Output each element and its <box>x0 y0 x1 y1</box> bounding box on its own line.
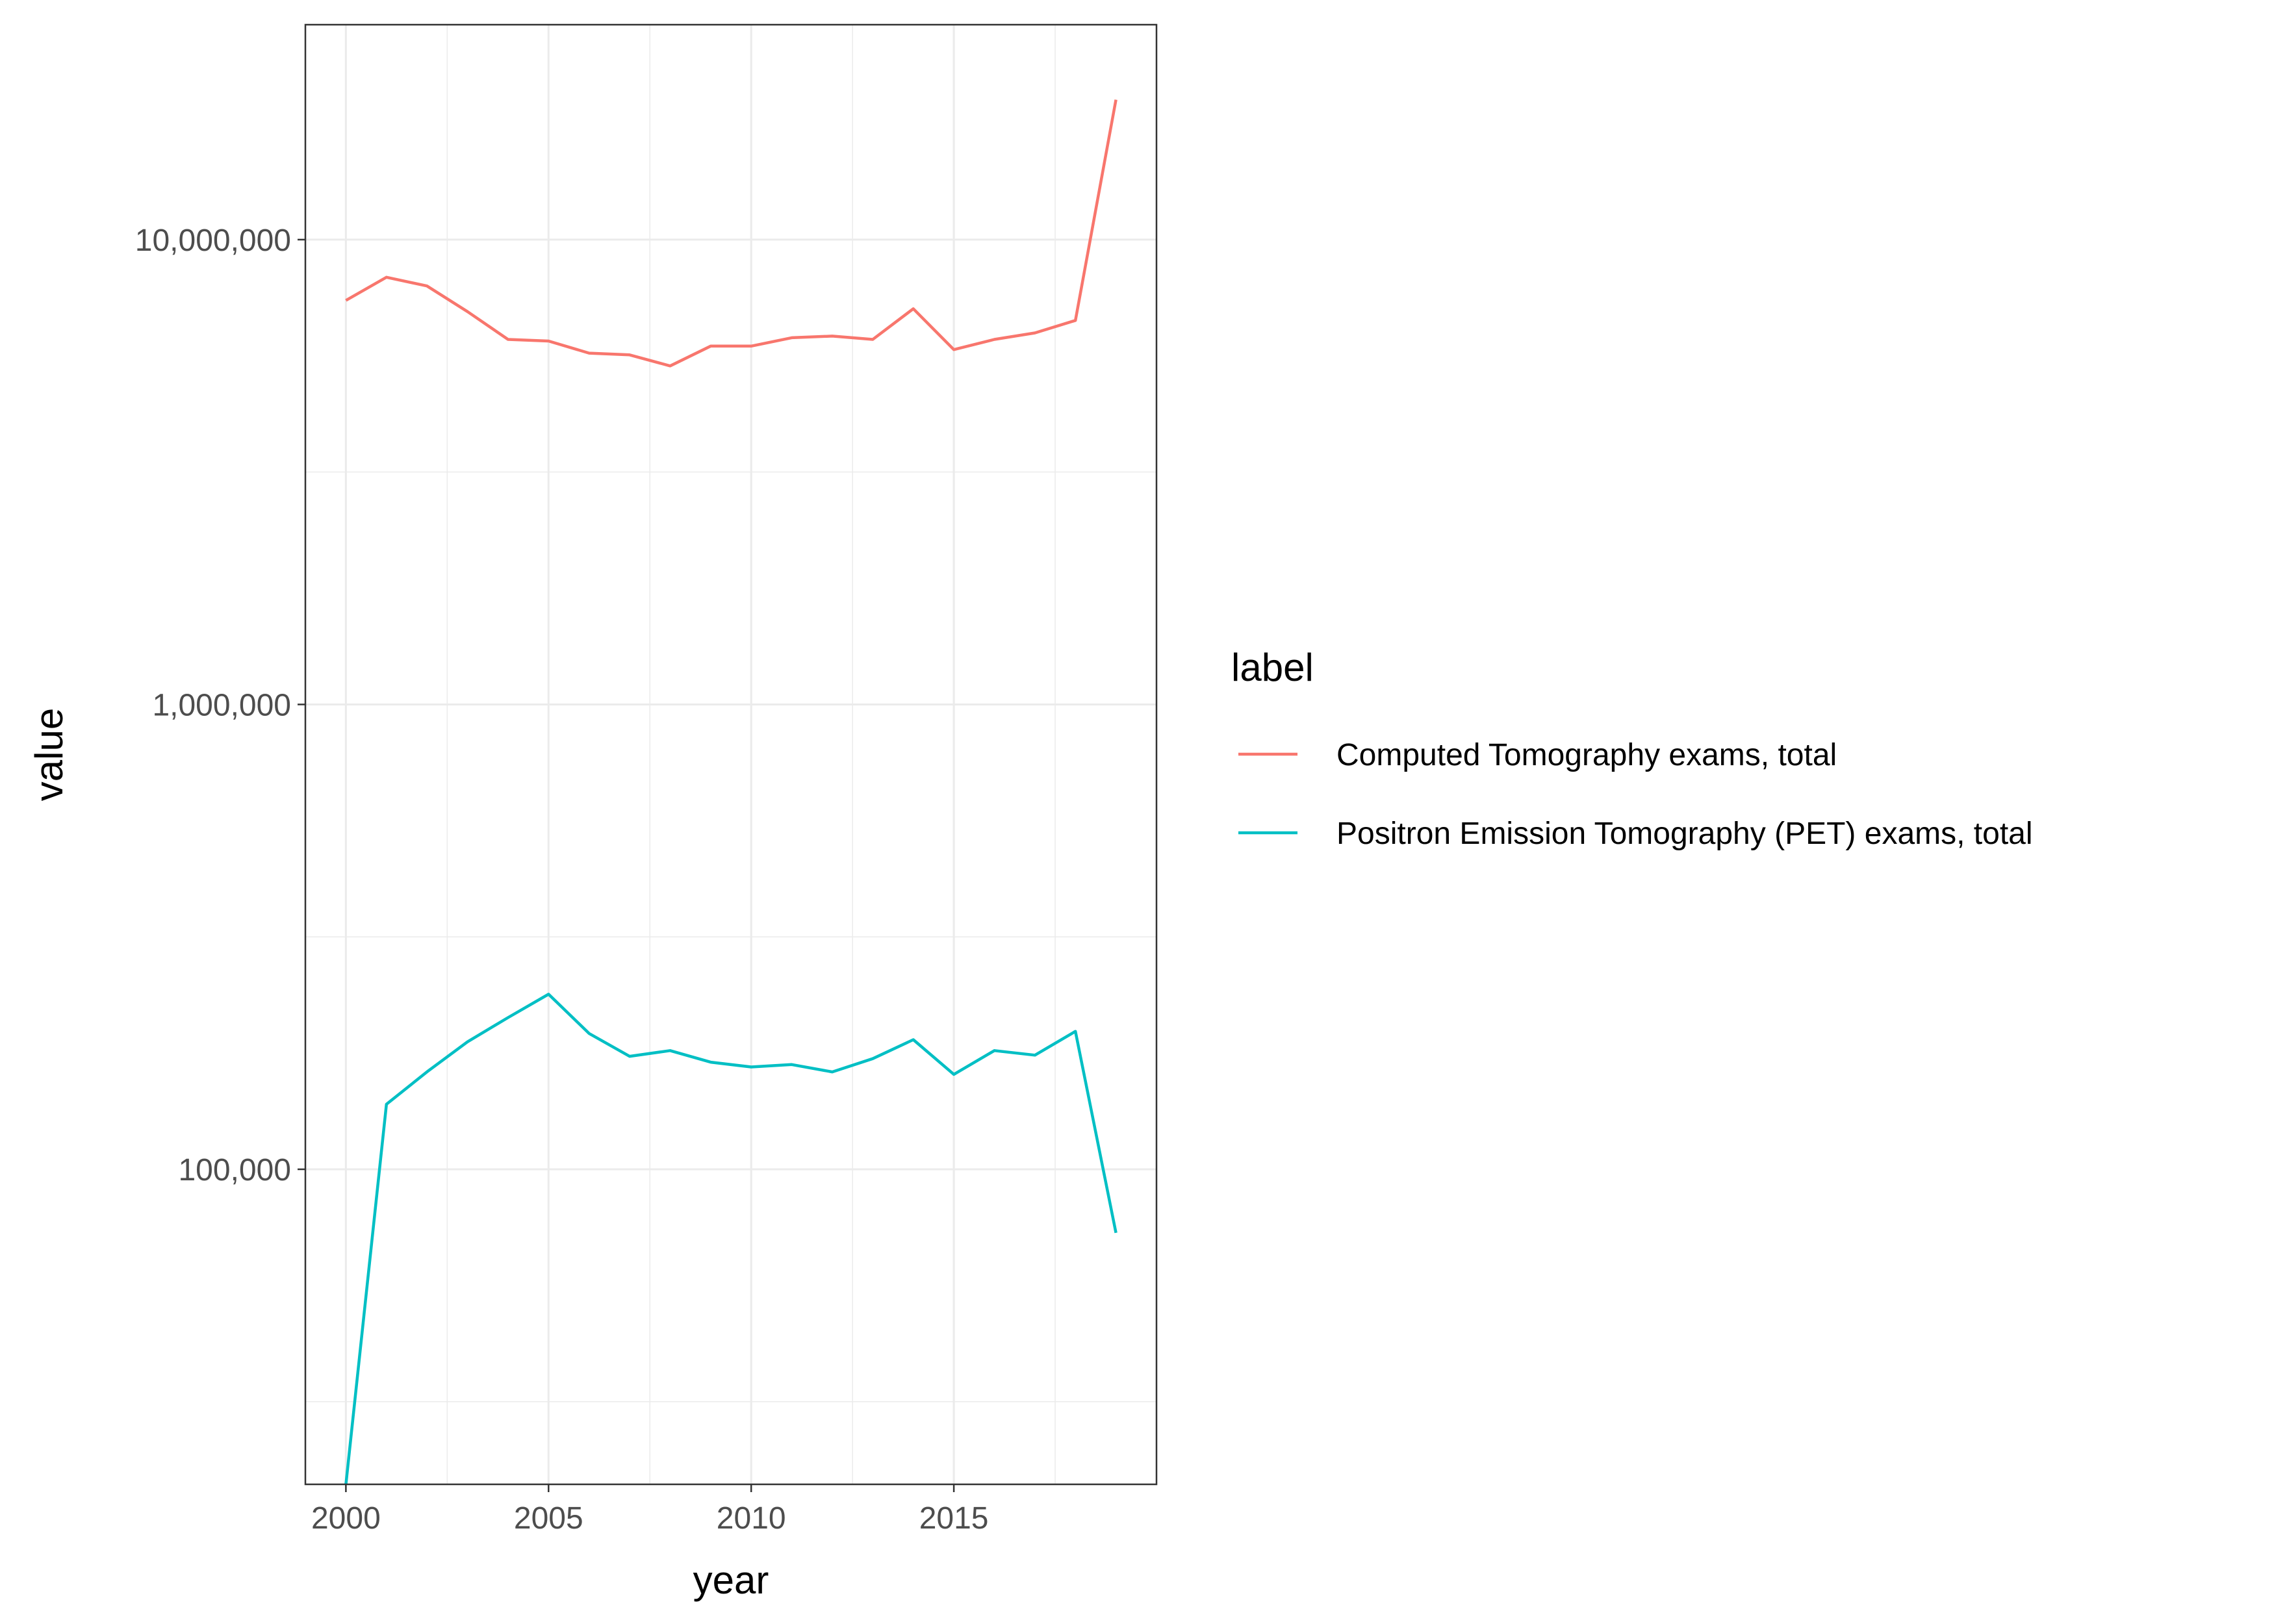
x-tick-label: 2015 <box>919 1501 989 1536</box>
x-tick-label: 2000 <box>311 1501 381 1536</box>
y-axis: 100,000 1,000,000 10,000,000 <box>135 223 305 1187</box>
series-line-1 <box>345 99 1118 368</box>
x-tick-label: 2005 <box>514 1501 583 1536</box>
series-line-2 <box>344 993 1118 1485</box>
legend-label-1: Computed Tomography exams, total <box>1336 738 1837 772</box>
major-gridlines <box>305 25 1156 1484</box>
legend: label Computed Tomography exams, total Po… <box>1231 646 2033 851</box>
y-axis-title: value <box>27 708 71 801</box>
minor-gridlines <box>305 25 1156 1484</box>
x-axis: 2000 2005 2010 2015 <box>311 1484 988 1536</box>
x-axis-title: year <box>693 1558 769 1602</box>
y-tick-label: 10,000,000 <box>135 223 291 258</box>
series-lines <box>344 99 1118 1485</box>
y-tick-label: 1,000,000 <box>152 688 291 722</box>
legend-title: label <box>1231 646 1314 689</box>
y-tick-label: 100,000 <box>178 1153 291 1187</box>
legend-label-2: Positron Emission Tomography (PET) exams… <box>1336 817 2033 851</box>
x-tick-label: 2010 <box>717 1501 786 1536</box>
plot-panel-border <box>304 23 1158 1486</box>
